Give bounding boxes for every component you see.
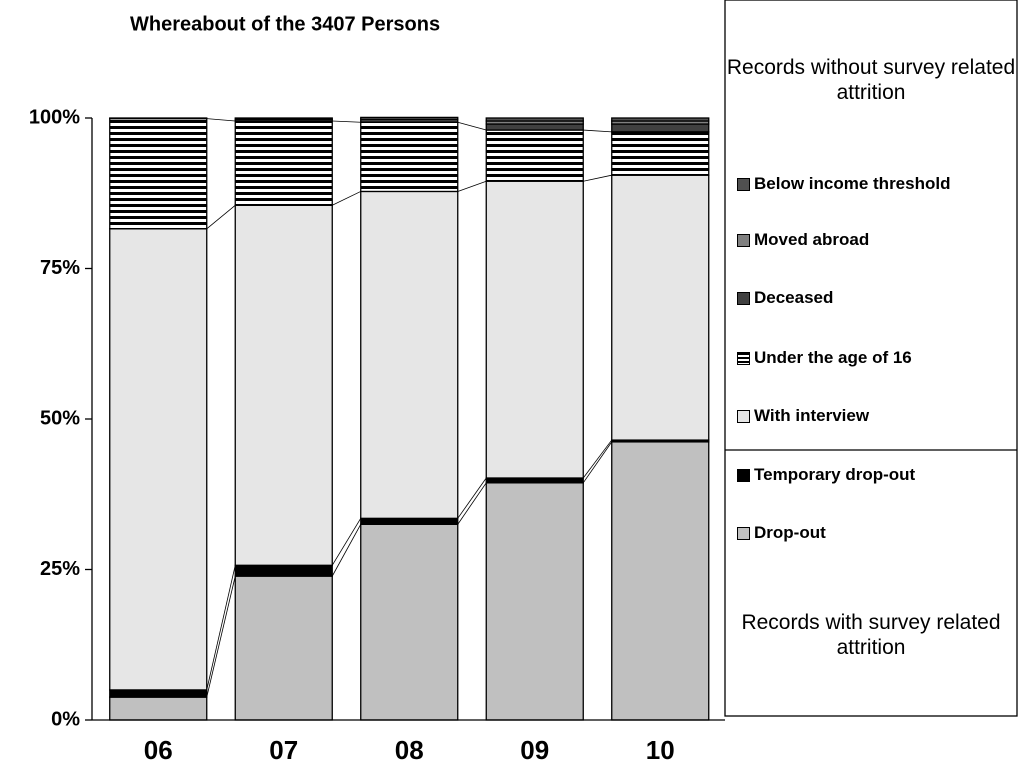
y-tick-label: 100% bbox=[29, 106, 80, 128]
legend-swatch bbox=[737, 469, 750, 482]
series-connector bbox=[332, 191, 361, 206]
y-tick-label: 75% bbox=[40, 257, 80, 279]
legend-label: Under the age of 16 bbox=[754, 348, 912, 367]
chart-title: Whereabout of the 3407 Persons bbox=[130, 13, 440, 35]
series-connector bbox=[583, 174, 612, 182]
bar-segment bbox=[360, 116, 459, 120]
bar-segment bbox=[234, 117, 333, 120]
series-connector bbox=[206, 576, 236, 698]
legend-label: With interview bbox=[754, 406, 870, 425]
series-connector bbox=[206, 204, 236, 230]
bar-segment bbox=[109, 689, 208, 698]
series-connector bbox=[457, 180, 487, 192]
legend-swatch bbox=[737, 527, 750, 540]
legend-label: Below income threshold bbox=[754, 174, 951, 193]
legend-swatch bbox=[737, 178, 750, 191]
legend-swatch bbox=[737, 234, 750, 247]
bar-segment bbox=[109, 228, 208, 691]
bar-segment bbox=[611, 123, 710, 133]
legend-swatch bbox=[737, 410, 750, 423]
series-connector bbox=[457, 482, 487, 525]
bar-segment bbox=[485, 180, 584, 479]
bar-segment bbox=[360, 121, 459, 193]
series-connector bbox=[582, 439, 613, 479]
bar-segment bbox=[360, 523, 459, 721]
bar-segment bbox=[234, 575, 333, 721]
legend-box bbox=[724, 0, 1018, 717]
legend-note: Records with survey related attrition bbox=[741, 611, 1001, 659]
bar-segment bbox=[611, 174, 710, 441]
bar-segment bbox=[485, 129, 584, 182]
x-tick-label: 09 bbox=[520, 735, 549, 765]
series-connector bbox=[582, 441, 613, 484]
legend-label: Drop-out bbox=[754, 523, 826, 542]
bar-segment bbox=[485, 123, 584, 131]
series-connector bbox=[331, 524, 362, 577]
bar-segment bbox=[611, 131, 710, 176]
x-tick-label: 07 bbox=[269, 735, 298, 765]
legend-label: Moved abroad bbox=[754, 230, 870, 249]
y-tick-label: 25% bbox=[40, 558, 80, 580]
legend-note: Records without survey related attrition bbox=[726, 56, 1016, 104]
series-connector bbox=[332, 120, 361, 123]
y-tick-label: 50% bbox=[40, 407, 80, 429]
series-connector bbox=[206, 565, 236, 690]
x-tick-label: 06 bbox=[144, 735, 173, 765]
bar-segment bbox=[234, 204, 333, 566]
bar-segment bbox=[360, 190, 459, 519]
bar-segment bbox=[611, 117, 710, 122]
x-tick-label: 08 bbox=[395, 735, 424, 765]
bar-segment bbox=[234, 564, 333, 577]
series-connector bbox=[583, 129, 612, 133]
bar-segment bbox=[360, 517, 459, 526]
x-tick-label: 10 bbox=[646, 735, 675, 765]
bar-segment bbox=[234, 120, 333, 206]
y-tick-label: 0% bbox=[51, 708, 80, 730]
series-connector bbox=[457, 121, 487, 131]
series-connector bbox=[457, 477, 487, 519]
series-connector bbox=[331, 518, 362, 566]
series-connector bbox=[206, 118, 236, 122]
bar-segment bbox=[485, 117, 584, 122]
bar-segment bbox=[109, 696, 208, 721]
bar-segment bbox=[485, 482, 584, 721]
legend-swatch bbox=[737, 292, 750, 305]
legend-swatch bbox=[737, 352, 750, 365]
bar-segment bbox=[109, 117, 208, 230]
bar-segment bbox=[485, 477, 584, 484]
bar-segment bbox=[611, 441, 710, 721]
legend-label: Temporary drop-out bbox=[754, 465, 916, 484]
bar-segment bbox=[109, 117, 208, 120]
legend-label: Deceased bbox=[754, 288, 834, 307]
